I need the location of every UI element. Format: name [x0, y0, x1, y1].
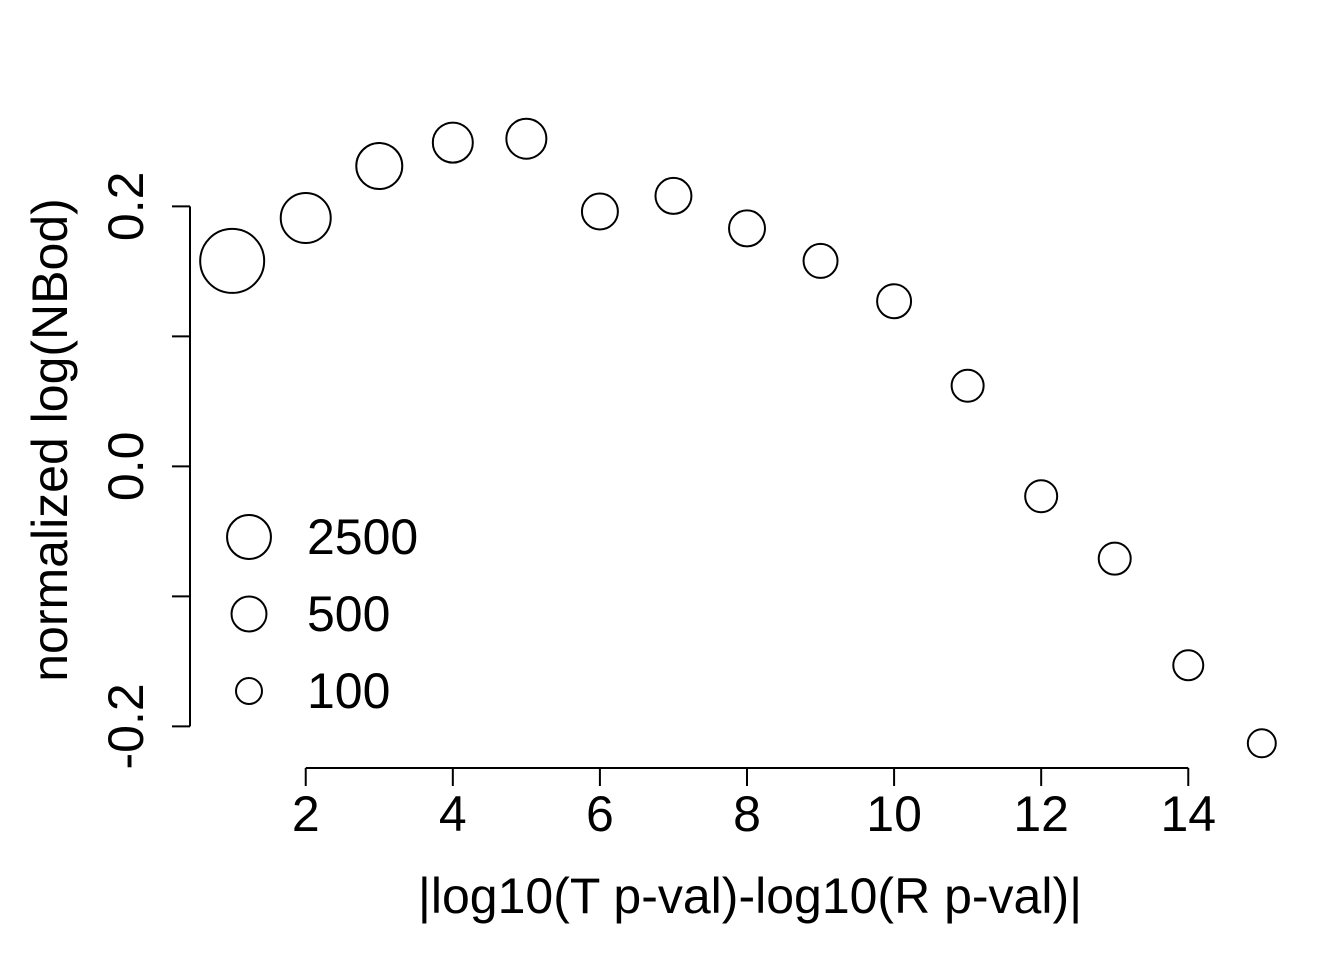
- legend-label: 100: [307, 663, 390, 719]
- bubble: [728, 209, 766, 248]
- x-tick-label: 2: [292, 786, 320, 842]
- legend-bubble: [235, 677, 263, 705]
- y-tick-label: 0.2: [98, 172, 154, 242]
- x-axis-label: |log10(T p-val)-log10(R p-val)|: [418, 868, 1082, 924]
- bubble: [505, 117, 548, 160]
- legend-label: 2500: [307, 509, 418, 565]
- bubble: [802, 242, 839, 279]
- x-tick-label: 12: [1013, 786, 1069, 842]
- bubble: [279, 192, 332, 245]
- bubble: [1097, 541, 1132, 576]
- y-tick-label: 0.0: [98, 432, 154, 502]
- bubble: [355, 142, 404, 191]
- bubble: [580, 192, 619, 231]
- y-tick-label: -0.2: [98, 683, 154, 769]
- x-tick-label: 4: [439, 786, 467, 842]
- x-tick-label: 10: [866, 786, 922, 842]
- bubble: [431, 121, 474, 164]
- bubble: [654, 176, 693, 215]
- y-axis-label: normalized log(NBod): [22, 198, 78, 682]
- x-tick-label: 6: [586, 786, 614, 842]
- x-tick-label: 8: [733, 786, 761, 842]
- bubble: [950, 368, 985, 403]
- bubble: [876, 283, 913, 320]
- bubble: [1172, 649, 1205, 682]
- legend-label: 500: [307, 586, 390, 642]
- bubble: [199, 227, 266, 294]
- legend-bubble: [230, 595, 268, 633]
- bubble: [1024, 479, 1059, 514]
- bubble: [1246, 728, 1277, 759]
- x-tick-label: 14: [1160, 786, 1216, 842]
- legend-bubble: [226, 514, 272, 560]
